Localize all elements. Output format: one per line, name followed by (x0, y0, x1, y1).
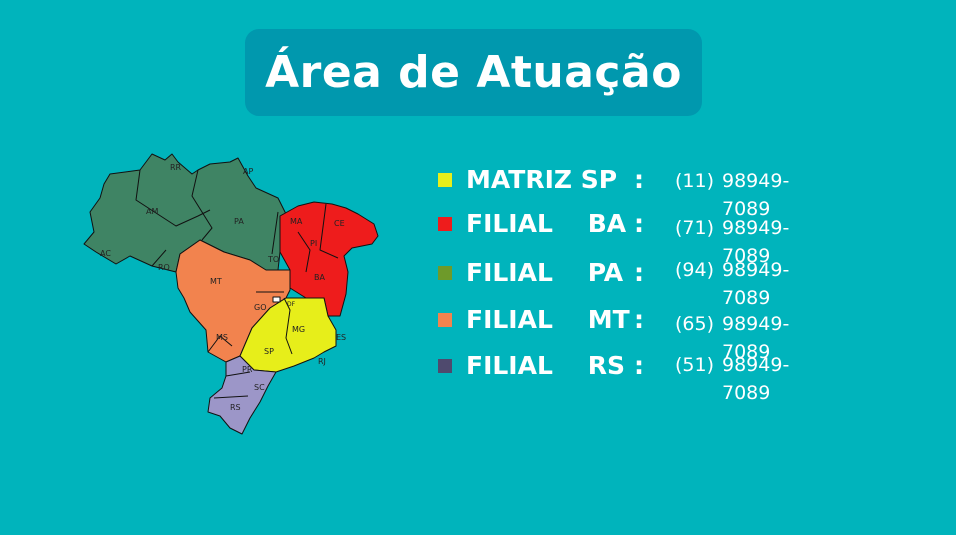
branch-name: FILIAL MT (466, 305, 630, 334)
branch-color-swatch (438, 359, 452, 373)
branch-name: FILIAL BA (466, 209, 627, 238)
map-label-ms: MS (216, 333, 228, 342)
map-region-southeast (239, 297, 337, 373)
branch-phone: 98949-7089 (722, 354, 790, 404)
branch-color-swatch (438, 173, 452, 187)
branch-colon: : (634, 209, 644, 238)
branch-colon: : (634, 351, 644, 380)
map-df-marker (272, 296, 281, 303)
branch-area-code: (65) (675, 313, 715, 335)
map-label-ac: AC (100, 249, 111, 258)
page-title: Área de Atuação (265, 47, 682, 98)
map-label-sp: SP (264, 347, 274, 356)
map-label-rs: RS (230, 403, 241, 412)
branch-phone: 98949-7089 (722, 170, 790, 220)
branch-name: FILIAL RS (466, 351, 625, 380)
branch-color-swatch (438, 266, 452, 280)
map-label-ap: AP (243, 167, 253, 176)
branch-name: MATRIZ SP (466, 165, 618, 194)
map-label-ro: RO (158, 263, 170, 272)
map-label-am: AM (146, 207, 158, 216)
map-label-df: DF (287, 301, 296, 308)
branch-colon: : (634, 258, 644, 287)
branch-phone: 98949-7089 (722, 217, 790, 267)
map-label-sc: SC (254, 383, 265, 392)
map-region-northeast (279, 201, 379, 317)
map-label-pi: PI (310, 239, 317, 248)
branch-area-code: (11) (675, 170, 715, 192)
map-label-ce: CE (334, 219, 345, 228)
map-label-es: ES (336, 333, 346, 342)
map-label-mt: MT (210, 277, 222, 286)
map-label-go: GO (254, 303, 267, 312)
title-banner: Área de Atuação (245, 29, 702, 116)
branch-color-swatch (438, 313, 452, 327)
map-label-rj: RJ (318, 357, 326, 366)
map-region-south (207, 355, 277, 435)
branch-area-code: (71) (675, 217, 715, 239)
branch-area-code: (51) (675, 354, 715, 376)
map-label-mg: MG (292, 325, 305, 334)
branch-phone: 98949-7089 (722, 313, 790, 363)
branch-color-swatch (438, 217, 452, 231)
map-label-rr: RR (170, 163, 182, 172)
branch-phone: 98949-7089 (722, 259, 790, 309)
map-label-ba: BA (314, 273, 325, 282)
map-state-labels: RR AP AM PA AC RO MA CE PI TO MT BA GO D… (100, 163, 346, 412)
branch-colon: : (634, 305, 644, 334)
branch-colon: : (634, 165, 644, 194)
map-label-pa: PA (234, 217, 244, 226)
map-label-ma: MA (290, 217, 303, 226)
map-label-to: TO (267, 255, 279, 264)
branch-area-code: (94) (675, 259, 715, 281)
brazil-map: RR AP AM PA AC RO MA CE PI TO MT BA GO D… (83, 153, 379, 435)
map-label-pr: PR (242, 365, 253, 374)
branch-name: FILIAL PA (466, 258, 624, 287)
